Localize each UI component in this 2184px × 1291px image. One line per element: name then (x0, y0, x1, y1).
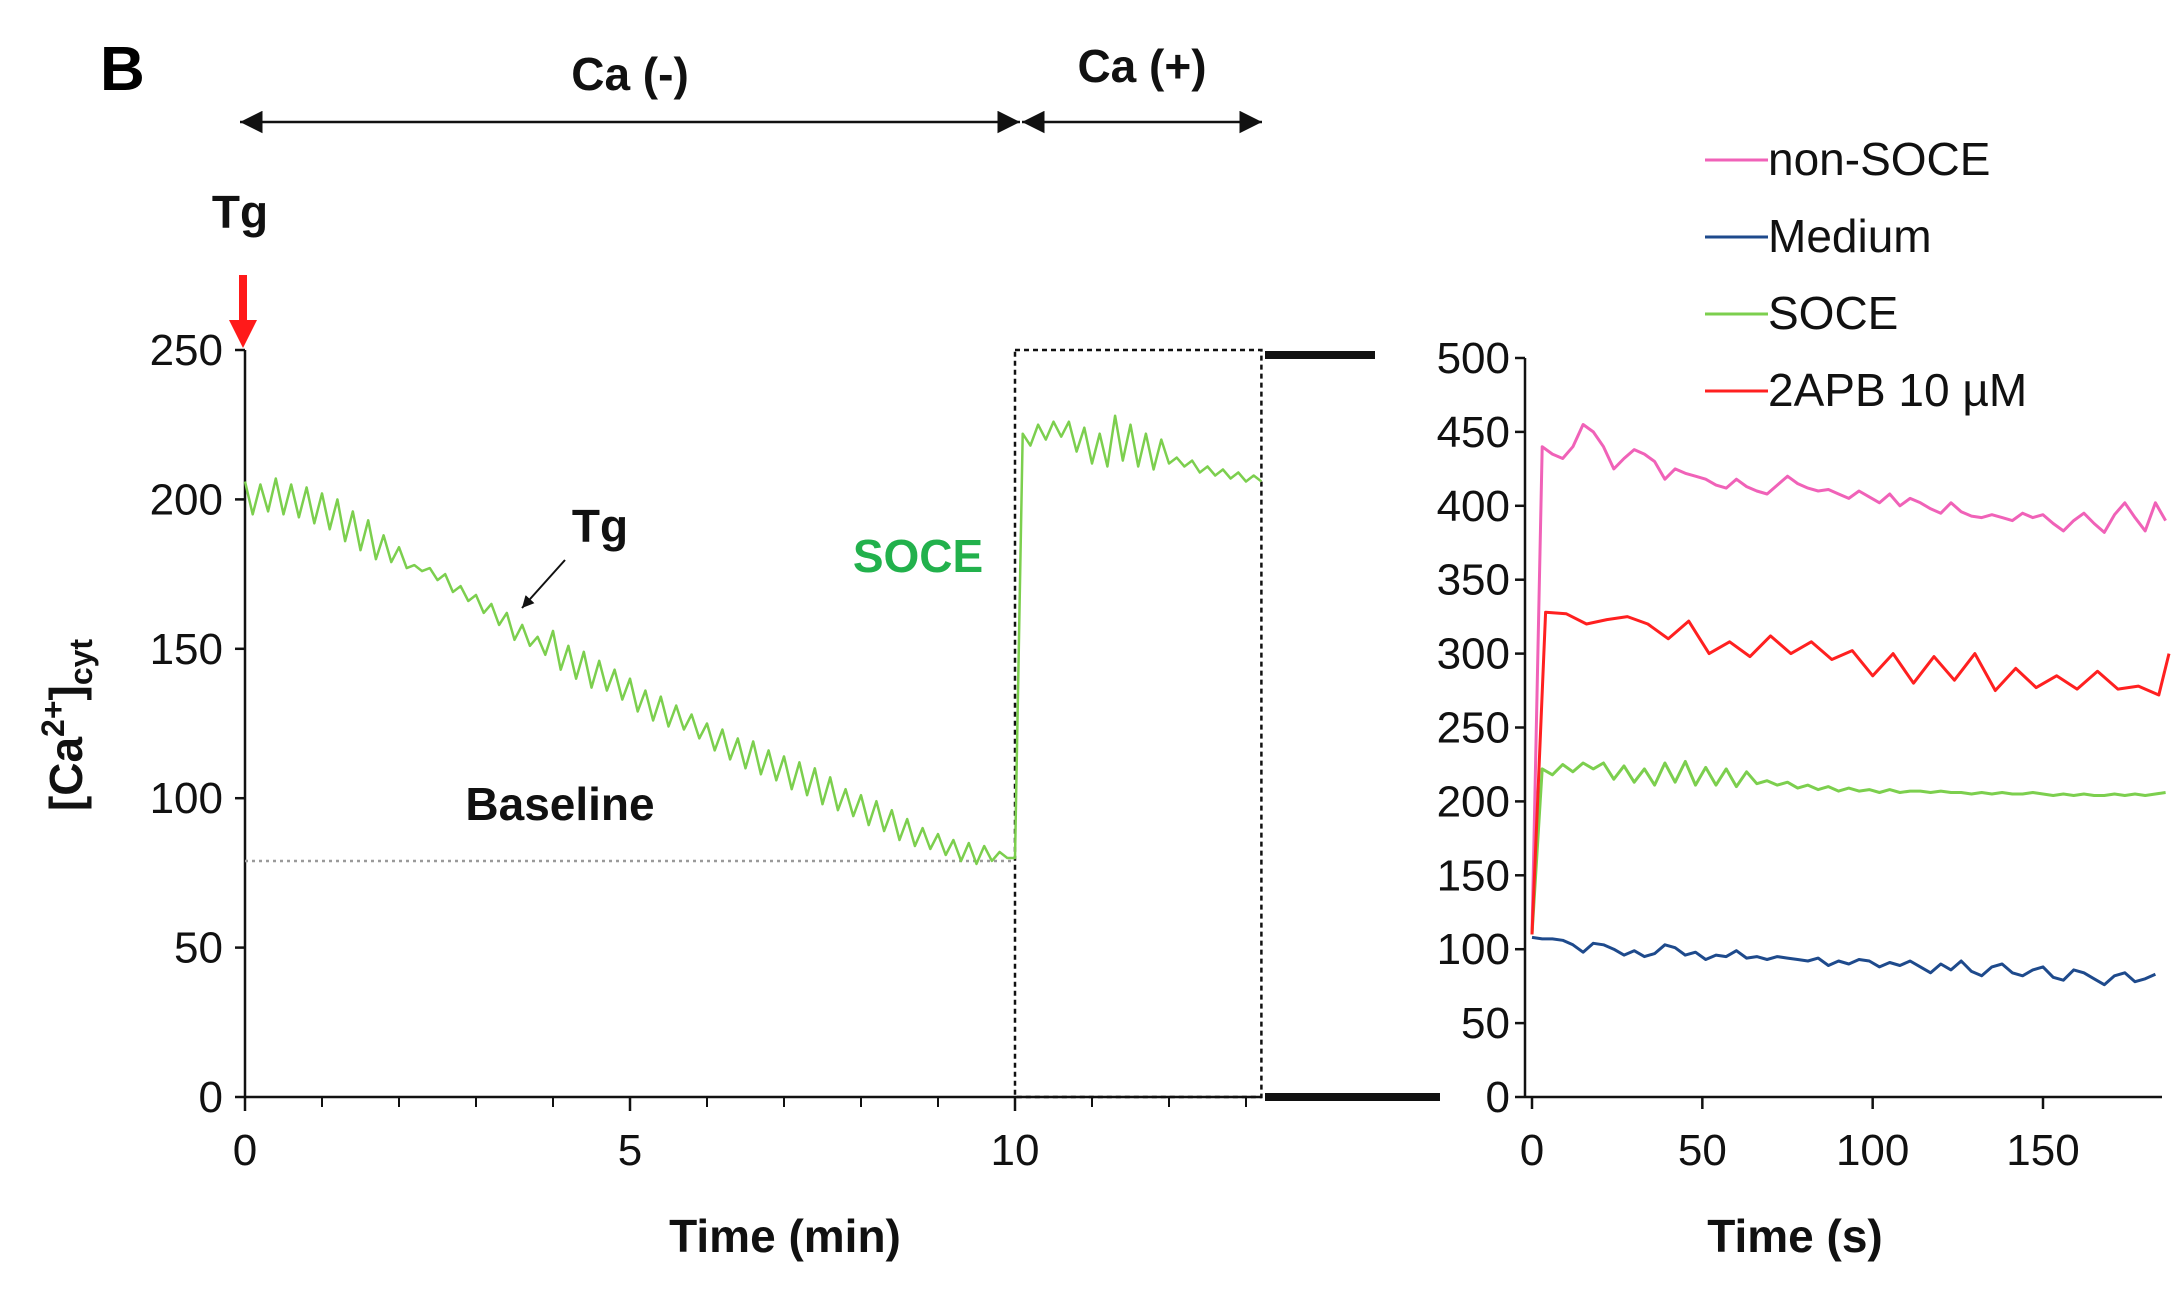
right-y-tick-label: 450 (1437, 408, 1510, 457)
tg-inline-arrow (521, 559, 566, 609)
left-y-axis-title-sub: cyt (63, 639, 99, 686)
ca-plus-label: Ca (+) (1077, 40, 1206, 92)
tg-red-arrow (229, 275, 257, 348)
right-chart: 0 50 100 150 200 250 300 350 400 450 500 0 50 100 150… (1437, 133, 2171, 1262)
left-y-ticks: 0 50 100 150 200 250 (150, 326, 245, 1122)
left-series-line-0 (243, 414, 1263, 866)
left-y-tick-label: 100 (150, 774, 223, 823)
soce-annotation: SOCE (853, 530, 983, 582)
right-y-tick-label: 150 (1437, 851, 1510, 900)
right-y-tick-label: 50 (1461, 999, 1510, 1048)
right-x-tick-label: 150 (2006, 1126, 2079, 1175)
left-x-tick-label: 0 (233, 1126, 257, 1175)
left-y-axis-title: [Ca2+]cyt (35, 639, 99, 812)
right-y-ticks: 0 50 100 150 200 250 300 350 400 450 500 (1437, 334, 1525, 1122)
left-x-tick-label: 10 (991, 1126, 1040, 1175)
left-y-axis-title-sup: 2+ (35, 700, 71, 736)
legend: non-SOCE Medium SOCE 2APB 10 µM (1705, 133, 2027, 416)
left-series (243, 414, 1263, 866)
tg-inline-label: Tg (572, 500, 628, 552)
tg-top-label: Tg (212, 186, 268, 238)
left-chart: 0 50 100 150 200 250 0 5 10 Time (min) [Ca2+]cy… (35, 326, 1263, 1262)
right-y-tick-label: 500 (1437, 334, 1510, 383)
left-y-tick-label: 250 (150, 326, 223, 375)
right-series-line-3 (1530, 610, 2171, 935)
left-x-tick-label: 5 (618, 1126, 642, 1175)
right-series-line-1 (1531, 935, 2157, 987)
left-x-axis-title: Time (min) (669, 1210, 901, 1262)
left-y-tick-label: 150 (150, 625, 223, 674)
left-x-ticks: 0 5 10 (233, 1097, 1247, 1175)
left-y-axis-title-close: ] (40, 685, 92, 700)
legend-label: Medium (1768, 210, 1932, 262)
right-x-tick-label: 50 (1678, 1126, 1727, 1175)
left-y-tick-label: 0 (199, 1073, 223, 1122)
legend-label: SOCE (1768, 287, 1898, 339)
right-y-tick-label: 100 (1437, 925, 1510, 974)
right-x-tick-label: 100 (1836, 1126, 1909, 1175)
right-x-tick-label: 0 (1520, 1126, 1544, 1175)
legend-label: 2APB 10 µM (1768, 364, 2027, 416)
right-y-tick-label: 300 (1437, 630, 1510, 679)
right-y-tick-label: 0 (1486, 1073, 1510, 1122)
right-series-line-2 (1530, 760, 2166, 935)
right-y-tick-label: 350 (1437, 556, 1510, 605)
legend-label: non-SOCE (1768, 133, 1990, 185)
left-y-tick-label: 200 (150, 475, 223, 524)
baseline-label: Baseline (465, 778, 654, 830)
right-y-tick-label: 400 (1437, 482, 1510, 531)
left-y-tick-label: 50 (174, 924, 223, 973)
right-x-axis-title: Time (s) (1707, 1210, 1883, 1262)
left-y-axis-title-main: [Ca (40, 737, 92, 812)
right-x-ticks: 0 50 100 150 (1520, 1097, 2080, 1175)
inset-dashed-box (1013, 348, 1263, 1099)
right-y-tick-label: 250 (1437, 704, 1510, 753)
ca-minus-label: Ca (-) (571, 48, 689, 100)
right-series (1530, 423, 2171, 987)
right-y-tick-label: 200 (1437, 777, 1510, 826)
right-series-line-0 (1530, 423, 2167, 935)
panel-label: B (100, 35, 145, 104)
